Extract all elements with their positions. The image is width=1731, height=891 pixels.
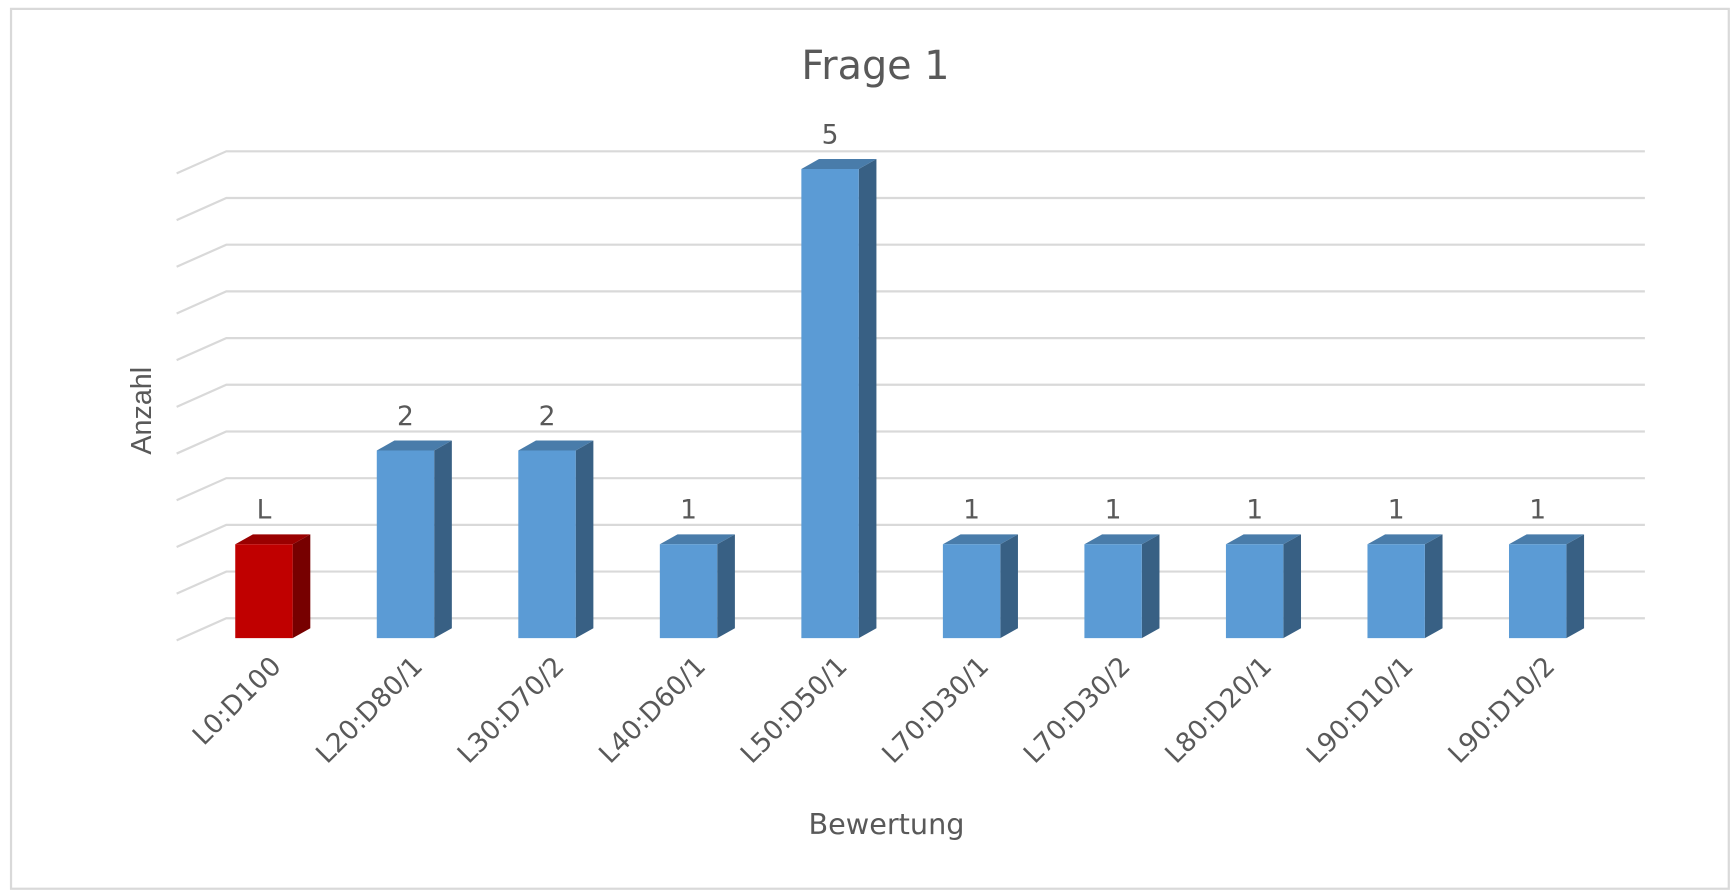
bar-front [1508,544,1567,639]
grid-line [176,523,1645,548]
bar-front [518,450,576,639]
bar-top [801,159,877,169]
bar [801,159,877,639]
bar-front [376,450,435,639]
bar-top [235,534,311,545]
bar [376,440,452,639]
data-label: 2 [539,401,556,432]
bar [1225,534,1302,639]
data-label: 1 [1105,495,1122,526]
data-label: 5 [822,119,839,150]
y-axis-label: Anzahl [126,367,158,455]
bar-top [942,534,1018,545]
bar-front [942,544,1001,639]
bar-top [1508,534,1585,545]
grid-line [176,383,1645,408]
chart-title: Frage 1 [801,43,949,89]
grid-line [176,336,1645,362]
bar-side [1141,534,1160,639]
bar-top [518,440,594,451]
bar [1084,534,1160,639]
bar [659,534,735,639]
grid-line [176,196,1645,222]
bar-side [1000,534,1018,639]
grid-line [176,477,1645,502]
data-label: 1 [963,495,980,526]
grid-line [176,430,1645,455]
bar-top [376,440,452,451]
bar-front [659,544,718,639]
data-label: 2 [397,401,414,432]
data-label: 1 [1388,495,1405,526]
data-label: 1 [680,495,697,526]
bar-front [801,168,859,639]
bar-side [292,534,311,639]
bar-front [1084,544,1142,639]
bar-side [1566,534,1585,639]
bar [518,440,594,639]
bar-side [717,534,735,639]
data-label: L [257,495,272,526]
bar-front [1225,544,1284,639]
bar-front [1367,544,1425,639]
bar-top [659,534,735,545]
bar-top [1225,534,1302,545]
grid-line [176,617,1645,642]
bar [1367,534,1443,639]
grid-line [176,570,1645,595]
bar-top [1367,534,1443,545]
bar [235,534,311,639]
bar [1508,534,1585,639]
data-label: 1 [1246,495,1263,526]
bar [942,534,1018,639]
bar-top [1084,534,1160,545]
grid-line [176,290,1645,315]
bar-side [1424,534,1443,639]
grid-line [176,243,1645,268]
bar-side [575,440,594,639]
data-label: 1 [1529,495,1546,526]
bar-side [858,159,877,639]
bar-front [235,544,293,639]
grid-line [176,150,1645,175]
x-axis-label: Bewertung [808,807,964,841]
bar-side [1283,534,1302,639]
bar-side [434,440,452,639]
